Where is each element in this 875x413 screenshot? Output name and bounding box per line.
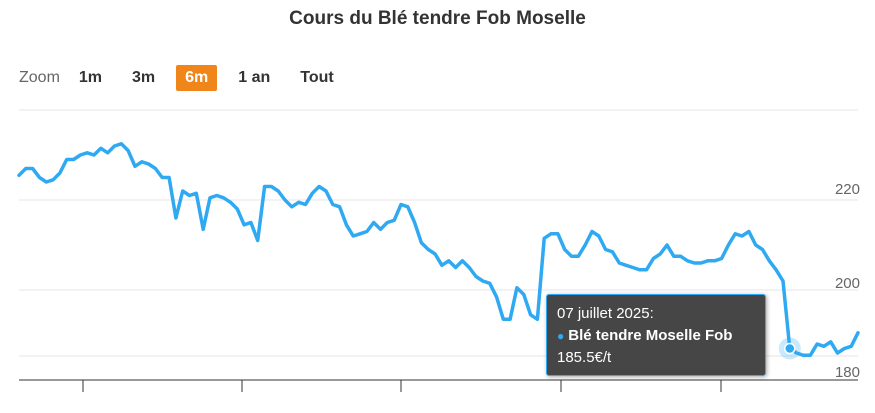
tooltip-date: 07 juillet 2025:: [557, 305, 654, 322]
series-line: [17, 142, 860, 358]
y-tick-label: 200: [835, 275, 860, 292]
zoom-selector: Zoom 1m 3m 6m 1 an Tout: [19, 64, 355, 92]
zoom-3m-button[interactable]: 3m: [132, 69, 156, 86]
zoom-tout-button[interactable]: Tout: [300, 69, 334, 86]
y-tick-label: 180: [835, 364, 860, 381]
tooltip-series-name: Blé tendre Moselle Fob: [568, 327, 733, 344]
y-tick-label: 220: [835, 181, 860, 198]
chart-title: Cours du Blé tendre Fob Moselle: [289, 8, 586, 29]
tooltip-value: 185.5€/t: [557, 349, 612, 366]
zoom-label: Zoom: [19, 69, 60, 86]
zoom-6m-button[interactable]: 6m: [176, 65, 218, 91]
zoom-1an-button[interactable]: 1 an: [238, 69, 271, 86]
hover-point: [784, 342, 796, 355]
zoom-1m-button[interactable]: 1m: [78, 69, 103, 86]
series-dot-icon: ●: [557, 329, 565, 343]
tooltip-series: ● Blé tendre Moselle Fob: [557, 325, 755, 347]
data-tooltip: 07 juillet 2025: ● Blé tendre Moselle Fob…: [546, 294, 766, 376]
